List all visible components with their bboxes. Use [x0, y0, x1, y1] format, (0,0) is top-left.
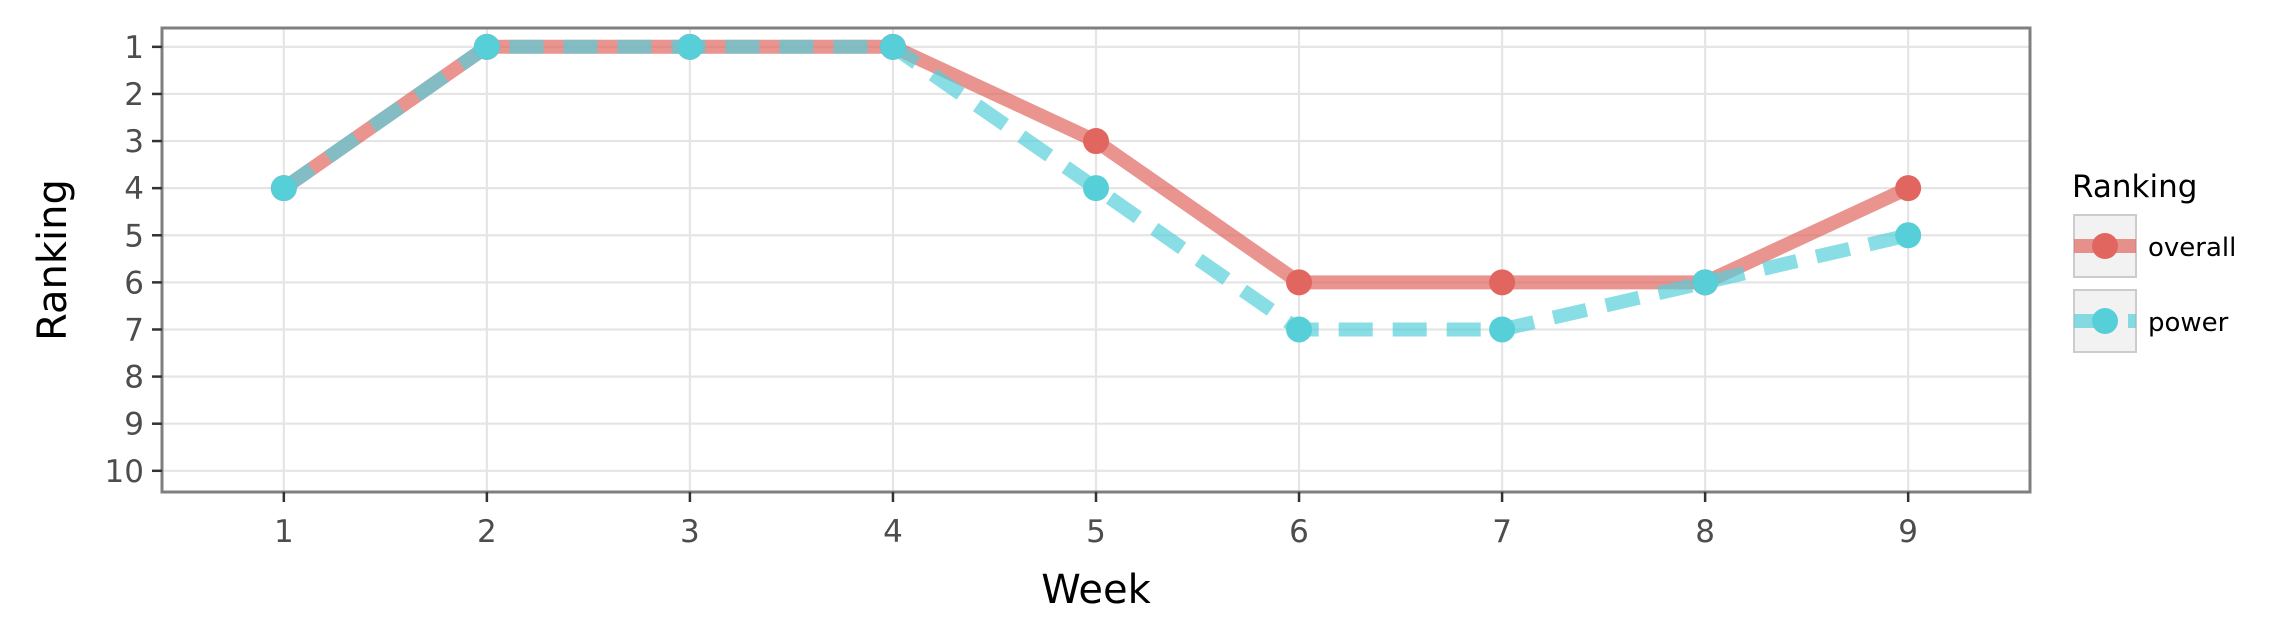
data-point-power	[1489, 316, 1516, 343]
x-tick-label: 4	[883, 514, 903, 550]
y-tick-label: 9	[124, 407, 144, 443]
data-point-power	[1286, 316, 1313, 343]
y-tick-label: 10	[105, 454, 144, 490]
data-point-power	[1692, 269, 1719, 296]
y-tick-label: 2	[124, 77, 144, 113]
data-point-power	[676, 33, 703, 60]
data-point-power	[879, 33, 906, 60]
data-point-power	[473, 33, 500, 60]
y-tick-label: 6	[124, 265, 144, 301]
data-point-overall	[1083, 128, 1109, 155]
series-points	[270, 33, 1922, 343]
x-tick-label: 6	[1289, 514, 1309, 550]
legend: Ranking overall power	[2072, 169, 2236, 353]
x-tick-label: 2	[477, 514, 497, 550]
y-tick-label: 3	[124, 124, 144, 160]
x-tick-label: 5	[1086, 514, 1106, 550]
series-line-power	[279, 39, 1910, 337]
data-point-overall	[1286, 269, 1313, 296]
x-tick-label: 8	[1695, 514, 1715, 550]
x-tick-label: 7	[1492, 514, 1512, 550]
y-tick-label: 7	[124, 312, 144, 348]
legend-title: Ranking	[2072, 169, 2197, 205]
y-tick-label: 1	[124, 30, 144, 66]
data-point-power	[1895, 222, 1922, 249]
legend-marker-overall	[2092, 233, 2118, 259]
x-tick-label: 9	[1898, 514, 1918, 550]
data-point-overall	[1489, 269, 1516, 296]
x-axis-title: Week	[1041, 567, 1151, 613]
y-axis-ticks: 1 2 3 4 5 6 7 8 9 10	[105, 30, 162, 490]
y-tick-label: 5	[124, 218, 144, 254]
data-point-power	[1083, 175, 1109, 202]
legend-label-power: power	[2148, 308, 2229, 338]
x-tick-label: 3	[680, 514, 700, 550]
legend-marker-power	[2092, 308, 2118, 334]
data-point-power	[270, 175, 297, 202]
legend-label-overall: overall	[2148, 233, 2236, 263]
x-axis-ticks: 1 2 3 4 5 6 7 8 9	[274, 492, 1918, 550]
x-tick-label: 1	[274, 514, 294, 550]
y-axis-title: Ranking	[30, 179, 76, 341]
y-tick-label: 4	[124, 171, 144, 207]
data-point-overall	[1895, 175, 1922, 202]
y-tick-label: 8	[124, 360, 144, 396]
